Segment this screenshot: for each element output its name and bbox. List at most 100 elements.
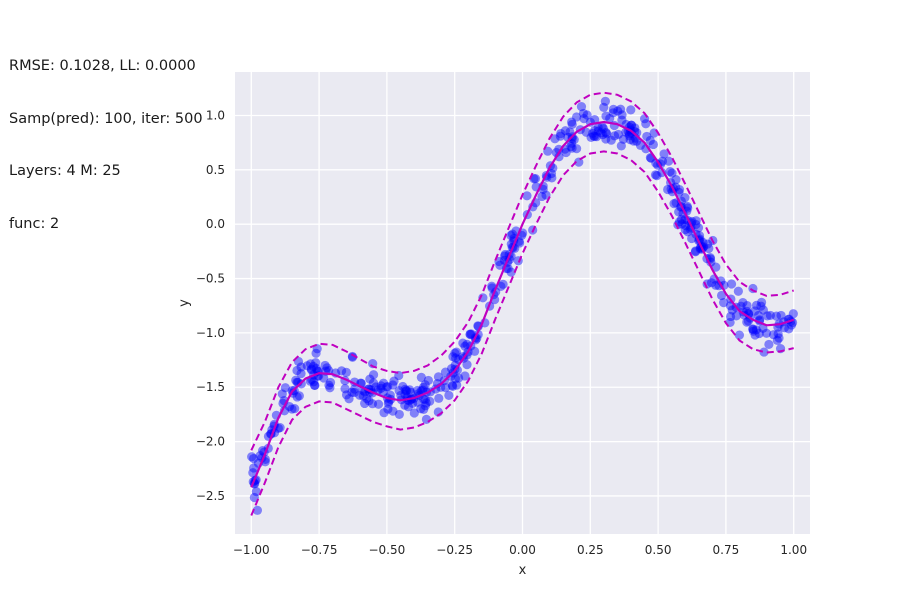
data-point [598, 129, 608, 140]
data-point [680, 193, 690, 203]
data-point [641, 119, 651, 129]
data-point [305, 376, 315, 386]
data-point [546, 168, 557, 179]
data-point [460, 341, 470, 351]
data-point [495, 260, 505, 270]
data-point [405, 387, 416, 397]
data-point [383, 404, 393, 414]
data-point [311, 348, 321, 358]
data-point [690, 247, 701, 257]
data-point [388, 406, 398, 416]
data-point [379, 408, 389, 418]
data-point [674, 185, 685, 195]
y-tick-label: 1.0 [206, 108, 225, 122]
data-point [550, 134, 560, 144]
data-point [588, 128, 598, 139]
data-point [462, 359, 472, 370]
data-point [408, 398, 418, 409]
data-point [425, 396, 435, 406]
data-point [606, 135, 616, 145]
data-point [613, 129, 623, 140]
data-point [400, 389, 410, 400]
data-point [367, 399, 378, 409]
data-point [308, 361, 318, 372]
data-point [784, 324, 794, 334]
data-point [389, 376, 399, 386]
x-tick-label: 1.00 [780, 543, 807, 557]
data-point [762, 311, 772, 321]
data-point [753, 310, 764, 321]
data-point [772, 335, 782, 345]
data-point [409, 408, 419, 418]
data-point [305, 359, 316, 369]
data-point [667, 168, 677, 178]
data-point [382, 382, 392, 392]
data-point [344, 394, 354, 404]
data-point [325, 383, 335, 393]
data-point [452, 365, 462, 375]
data-point [423, 375, 433, 386]
data-point [616, 141, 626, 151]
data-point [758, 323, 768, 334]
data-point [277, 389, 287, 399]
data-point [419, 404, 429, 415]
data-point [376, 381, 386, 391]
data-point [362, 393, 372, 404]
data-point [615, 104, 626, 114]
data-point [522, 191, 532, 201]
data-point [373, 399, 384, 409]
data-point [365, 374, 375, 384]
data-point [290, 403, 300, 414]
data-point [764, 339, 774, 350]
data-point [371, 382, 381, 392]
data-point [571, 112, 582, 122]
data-point [487, 281, 497, 291]
data-point [394, 386, 404, 396]
data-point [579, 114, 589, 124]
data-point [756, 301, 766, 311]
data-point [734, 330, 745, 340]
func-text: func: 2 [9, 215, 60, 232]
data-point [444, 390, 454, 401]
data-point [748, 324, 758, 334]
x-tick-label: 0.50 [645, 543, 672, 557]
y-tick-label: 0.5 [206, 163, 225, 177]
data-point [578, 108, 589, 119]
data-point [349, 387, 359, 398]
upper-band-line [250, 91, 795, 451]
data-point [574, 157, 584, 167]
data-point [541, 190, 551, 200]
data-point [454, 373, 464, 383]
data-point [704, 243, 714, 254]
data-point [466, 329, 476, 339]
data-point [648, 139, 658, 150]
data-point [324, 380, 334, 390]
data-point [706, 278, 717, 288]
data-point [716, 290, 727, 301]
data-point [543, 146, 553, 156]
data-point [420, 394, 430, 405]
data-point [396, 390, 406, 400]
data-point [247, 452, 257, 462]
data-point [738, 297, 748, 308]
data-point [613, 106, 623, 116]
data-point [758, 305, 769, 315]
data-point [309, 377, 319, 387]
data-point [368, 378, 379, 388]
data-point [567, 143, 577, 153]
data-point [576, 101, 587, 112]
data-point [590, 131, 600, 142]
data-point [674, 207, 684, 217]
data-point [500, 249, 510, 260]
data-point [719, 298, 729, 308]
data-point [714, 281, 724, 291]
y-tick-label: −0.5 [196, 272, 225, 286]
data-point [440, 367, 451, 377]
data-point [779, 323, 789, 333]
data-point [593, 126, 603, 136]
data-point [341, 390, 352, 400]
data-point [556, 128, 566, 139]
data-point [626, 105, 636, 115]
data-point [506, 230, 516, 241]
data-point [373, 385, 383, 395]
